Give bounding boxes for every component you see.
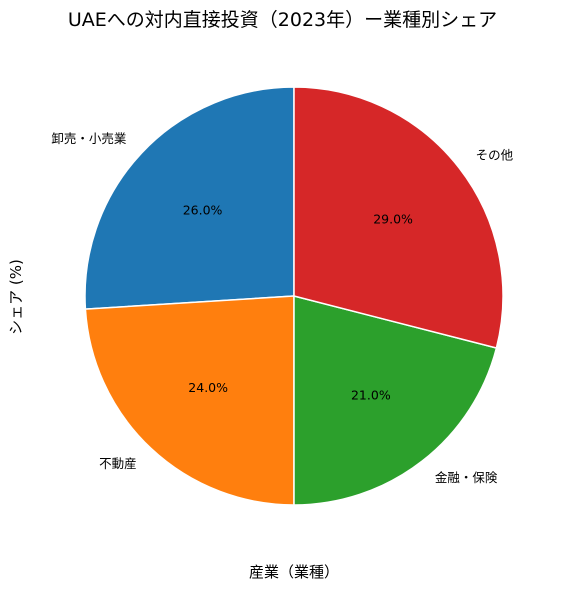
pie-slices	[84, 86, 504, 506]
pie-slice	[84, 86, 295, 310]
y-axis-label: シェア (%)	[7, 259, 25, 335]
slice-category-label: 不動産	[99, 456, 137, 471]
slice-category-label: 金融・保険	[435, 470, 498, 485]
pie-slice	[293, 295, 498, 506]
slice-percentage-label: 26.0%	[183, 203, 223, 218]
chart-title: UAEへの対内直接投資（2023年）ー業種別シェア	[68, 9, 497, 31]
x-axis-label: 産業（業種）	[249, 563, 339, 581]
pie-slice	[84, 295, 295, 506]
slice-percentage-label: 24.0%	[188, 380, 228, 395]
slice-percentage-label: 29.0%	[373, 212, 413, 227]
pie-slice	[293, 86, 504, 349]
slice-category-label: 卸売・小売業	[51, 131, 127, 146]
slice-percentage-label: 21.0%	[351, 388, 391, 403]
pie-labels: 26.0% 卸売・小売業 24.0% 不動産 21.0% 金融・保険 29.0% その他	[51, 131, 513, 485]
slice-category-label: その他	[476, 148, 514, 163]
